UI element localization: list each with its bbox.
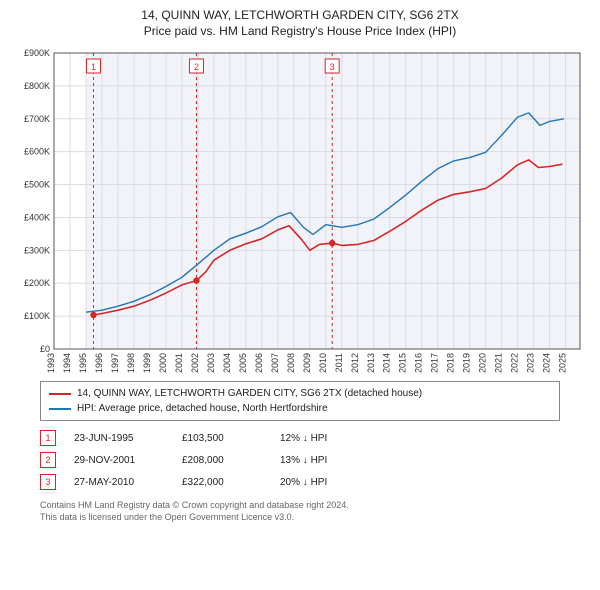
svg-text:1998: 1998	[126, 353, 136, 373]
svg-text:2009: 2009	[302, 353, 312, 373]
legend-box: 14, QUINN WAY, LETCHWORTH GARDEN CITY, S…	[40, 381, 560, 421]
svg-text:2020: 2020	[478, 353, 488, 373]
svg-text:£600K: £600K	[24, 147, 50, 157]
svg-text:£400K: £400K	[24, 213, 50, 223]
svg-text:£900K: £900K	[24, 48, 50, 58]
marker-price: £322,000	[182, 477, 262, 488]
svg-text:2022: 2022	[510, 353, 520, 373]
svg-text:2021: 2021	[494, 353, 504, 373]
svg-text:2018: 2018	[446, 353, 456, 373]
svg-text:£800K: £800K	[24, 81, 50, 91]
svg-text:£700K: £700K	[24, 114, 50, 124]
marker-delta: 20% ↓ HPI	[280, 477, 327, 488]
footer-attribution: Contains HM Land Registry data © Crown c…	[40, 499, 560, 523]
svg-text:1997: 1997	[110, 353, 120, 373]
svg-text:2016: 2016	[414, 353, 424, 373]
svg-text:£500K: £500K	[24, 180, 50, 190]
svg-text:1: 1	[91, 62, 96, 72]
legend-swatch	[49, 408, 71, 410]
svg-text:2015: 2015	[398, 353, 408, 373]
marker-delta: 12% ↓ HPI	[280, 433, 327, 444]
marker-price: £208,000	[182, 455, 262, 466]
marker-number-box: 3	[40, 474, 56, 490]
marker-date: 27-MAY-2010	[74, 477, 164, 488]
svg-text:2013: 2013	[366, 353, 376, 373]
marker-date: 29-NOV-2001	[74, 455, 164, 466]
svg-text:2008: 2008	[286, 353, 296, 373]
marker-table: 1 23-JUN-1995 £103,500 12% ↓ HPI 2 29-NOV-200…	[40, 427, 560, 493]
svg-text:£100K: £100K	[24, 311, 50, 321]
title-line2: Price paid vs. HM Land Registry's House …	[10, 24, 590, 40]
title-line1: 14, QUINN WAY, LETCHWORTH GARDEN CITY, S…	[10, 8, 590, 24]
legend-label: HPI: Average price, detached house, Nort…	[77, 401, 328, 416]
svg-text:3: 3	[330, 62, 335, 72]
legend-swatch	[49, 393, 71, 395]
svg-text:1996: 1996	[94, 353, 104, 373]
svg-text:2011: 2011	[334, 353, 344, 372]
svg-text:1994: 1994	[62, 353, 72, 373]
svg-text:2010: 2010	[318, 353, 328, 373]
legend-label: 14, QUINN WAY, LETCHWORTH GARDEN CITY, S…	[77, 386, 422, 401]
svg-text:2002: 2002	[190, 353, 200, 373]
svg-text:2000: 2000	[158, 353, 168, 373]
svg-text:1999: 1999	[142, 353, 152, 373]
svg-text:2004: 2004	[222, 353, 232, 373]
svg-text:1993: 1993	[46, 353, 56, 373]
chart-area: £0 £100K £200K £300K £400K £500K £600K £700K £80…	[10, 45, 590, 375]
footer-line2: This data is licensed under the Open Gov…	[40, 511, 560, 523]
chart-title: 14, QUINN WAY, LETCHWORTH GARDEN CITY, S…	[10, 8, 590, 39]
legend-row: 14, QUINN WAY, LETCHWORTH GARDEN CITY, S…	[49, 386, 551, 401]
svg-text:2014: 2014	[382, 353, 392, 373]
svg-text:£200K: £200K	[24, 278, 50, 288]
svg-text:2006: 2006	[254, 353, 264, 373]
svg-text:2019: 2019	[462, 353, 472, 373]
svg-text:£300K: £300K	[24, 246, 50, 256]
svg-text:1995: 1995	[78, 353, 88, 373]
svg-text:£0: £0	[40, 344, 50, 354]
svg-text:2001: 2001	[174, 353, 184, 373]
svg-text:2003: 2003	[206, 353, 216, 373]
marker-date: 23-JUN-1995	[74, 433, 164, 444]
footer-line1: Contains HM Land Registry data © Crown c…	[40, 499, 560, 511]
svg-text:2025: 2025	[558, 353, 568, 373]
marker-row: 3 27-MAY-2010 £322,000 20% ↓ HPI	[40, 471, 560, 493]
marker-price: £103,500	[182, 433, 262, 444]
svg-text:2005: 2005	[238, 353, 248, 373]
price-chart: £0 £100K £200K £300K £400K £500K £600K £700K £80…	[10, 45, 590, 375]
svg-text:2024: 2024	[542, 353, 552, 373]
svg-text:2023: 2023	[526, 353, 536, 373]
svg-text:2: 2	[194, 62, 199, 72]
marker-delta: 13% ↓ HPI	[280, 455, 327, 466]
marker-number-box: 1	[40, 430, 56, 446]
svg-text:2017: 2017	[430, 353, 440, 373]
marker-row: 2 29-NOV-2001 £208,000 13% ↓ HPI	[40, 449, 560, 471]
marker-row: 1 23-JUN-1995 £103,500 12% ↓ HPI	[40, 427, 560, 449]
marker-number-box: 2	[40, 452, 56, 468]
svg-text:2007: 2007	[270, 353, 280, 373]
svg-text:2012: 2012	[350, 353, 360, 373]
legend-row: HPI: Average price, detached house, Nort…	[49, 401, 551, 416]
